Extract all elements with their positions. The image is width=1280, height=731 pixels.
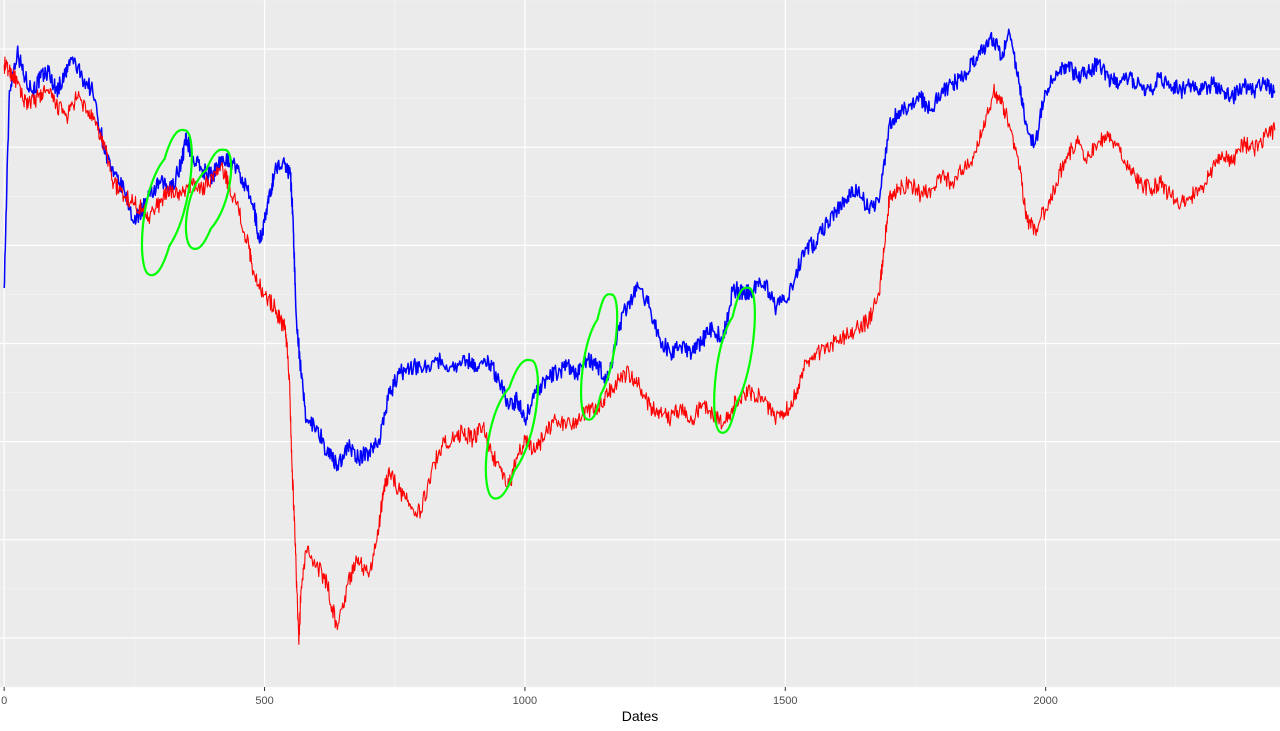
x-axis-title: Dates bbox=[622, 708, 659, 724]
x-axis: 0 500 1000 1500 2000 bbox=[1, 687, 1058, 707]
x-tick-label: 500 bbox=[255, 695, 273, 707]
highlight-loop-2 bbox=[184, 148, 233, 250]
x-tick-label: 2000 bbox=[1033, 695, 1057, 707]
highlight-loop-3 bbox=[484, 358, 539, 500]
series-line-2 bbox=[3, 56, 1276, 645]
x-tick-label: 1000 bbox=[513, 695, 537, 707]
highlight-loop-1 bbox=[140, 128, 193, 277]
x-tick-label: 1500 bbox=[773, 695, 797, 707]
grid-lines bbox=[0, 0, 1280, 688]
highlight-loop-5 bbox=[713, 286, 756, 434]
x-tick-label: 0 bbox=[1, 695, 7, 707]
annotation-layer bbox=[140, 128, 756, 500]
highlight-loop-4 bbox=[579, 293, 619, 421]
